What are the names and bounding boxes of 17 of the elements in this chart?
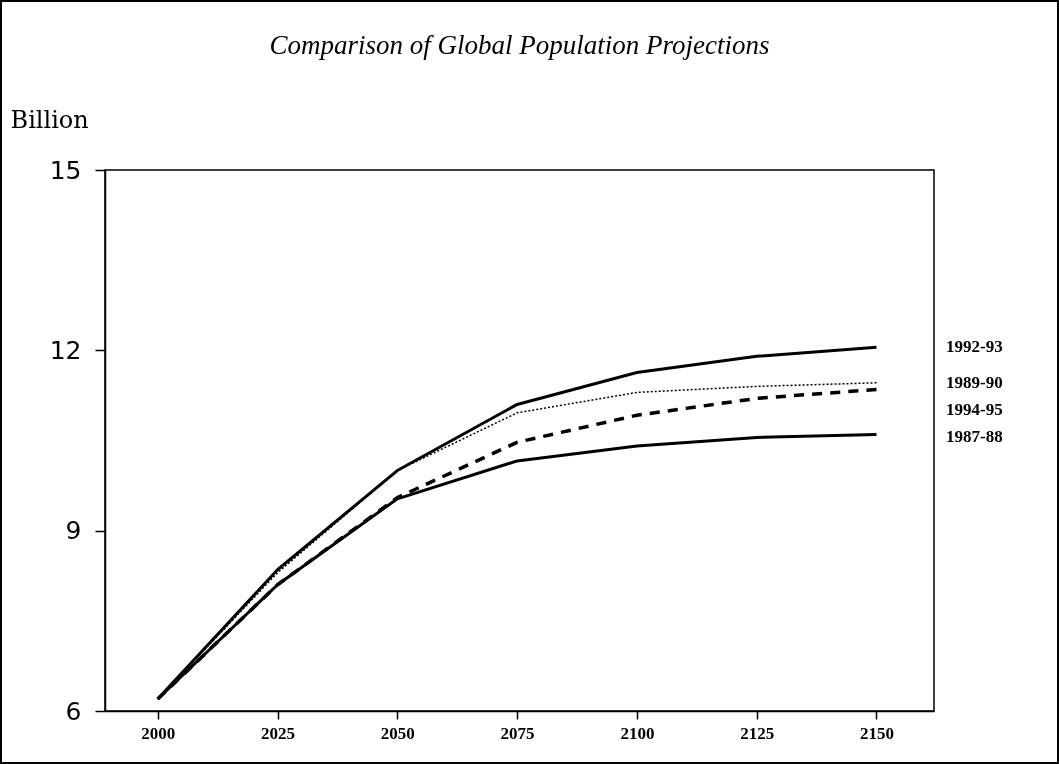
x-tick-label: 2050: [380, 723, 415, 743]
x-tick-label: 2025: [261, 723, 296, 743]
text: 1992-93: [946, 337, 1003, 357]
x-tick-label: 2150: [860, 723, 894, 743]
chart-title: Comparison of Global Population Projections: [269, 30, 770, 60]
text: 1987-88: [946, 426, 1003, 446]
x-tick-label: 2100: [620, 723, 655, 743]
x-tick-label: 2000: [141, 723, 176, 743]
x-tick-label: 2075: [500, 723, 535, 743]
x-tick-label: 2125: [740, 723, 775, 743]
text: 1994-95: [946, 399, 1003, 419]
y-axis-title: Billion: [10, 105, 89, 134]
y-tick-label: 6: [65, 696, 82, 726]
y-tick-label: 9: [65, 516, 82, 546]
y-tick-label: 12: [49, 335, 82, 365]
text: 1989-90: [946, 372, 1003, 392]
y-tick-label: 15: [49, 155, 82, 185]
